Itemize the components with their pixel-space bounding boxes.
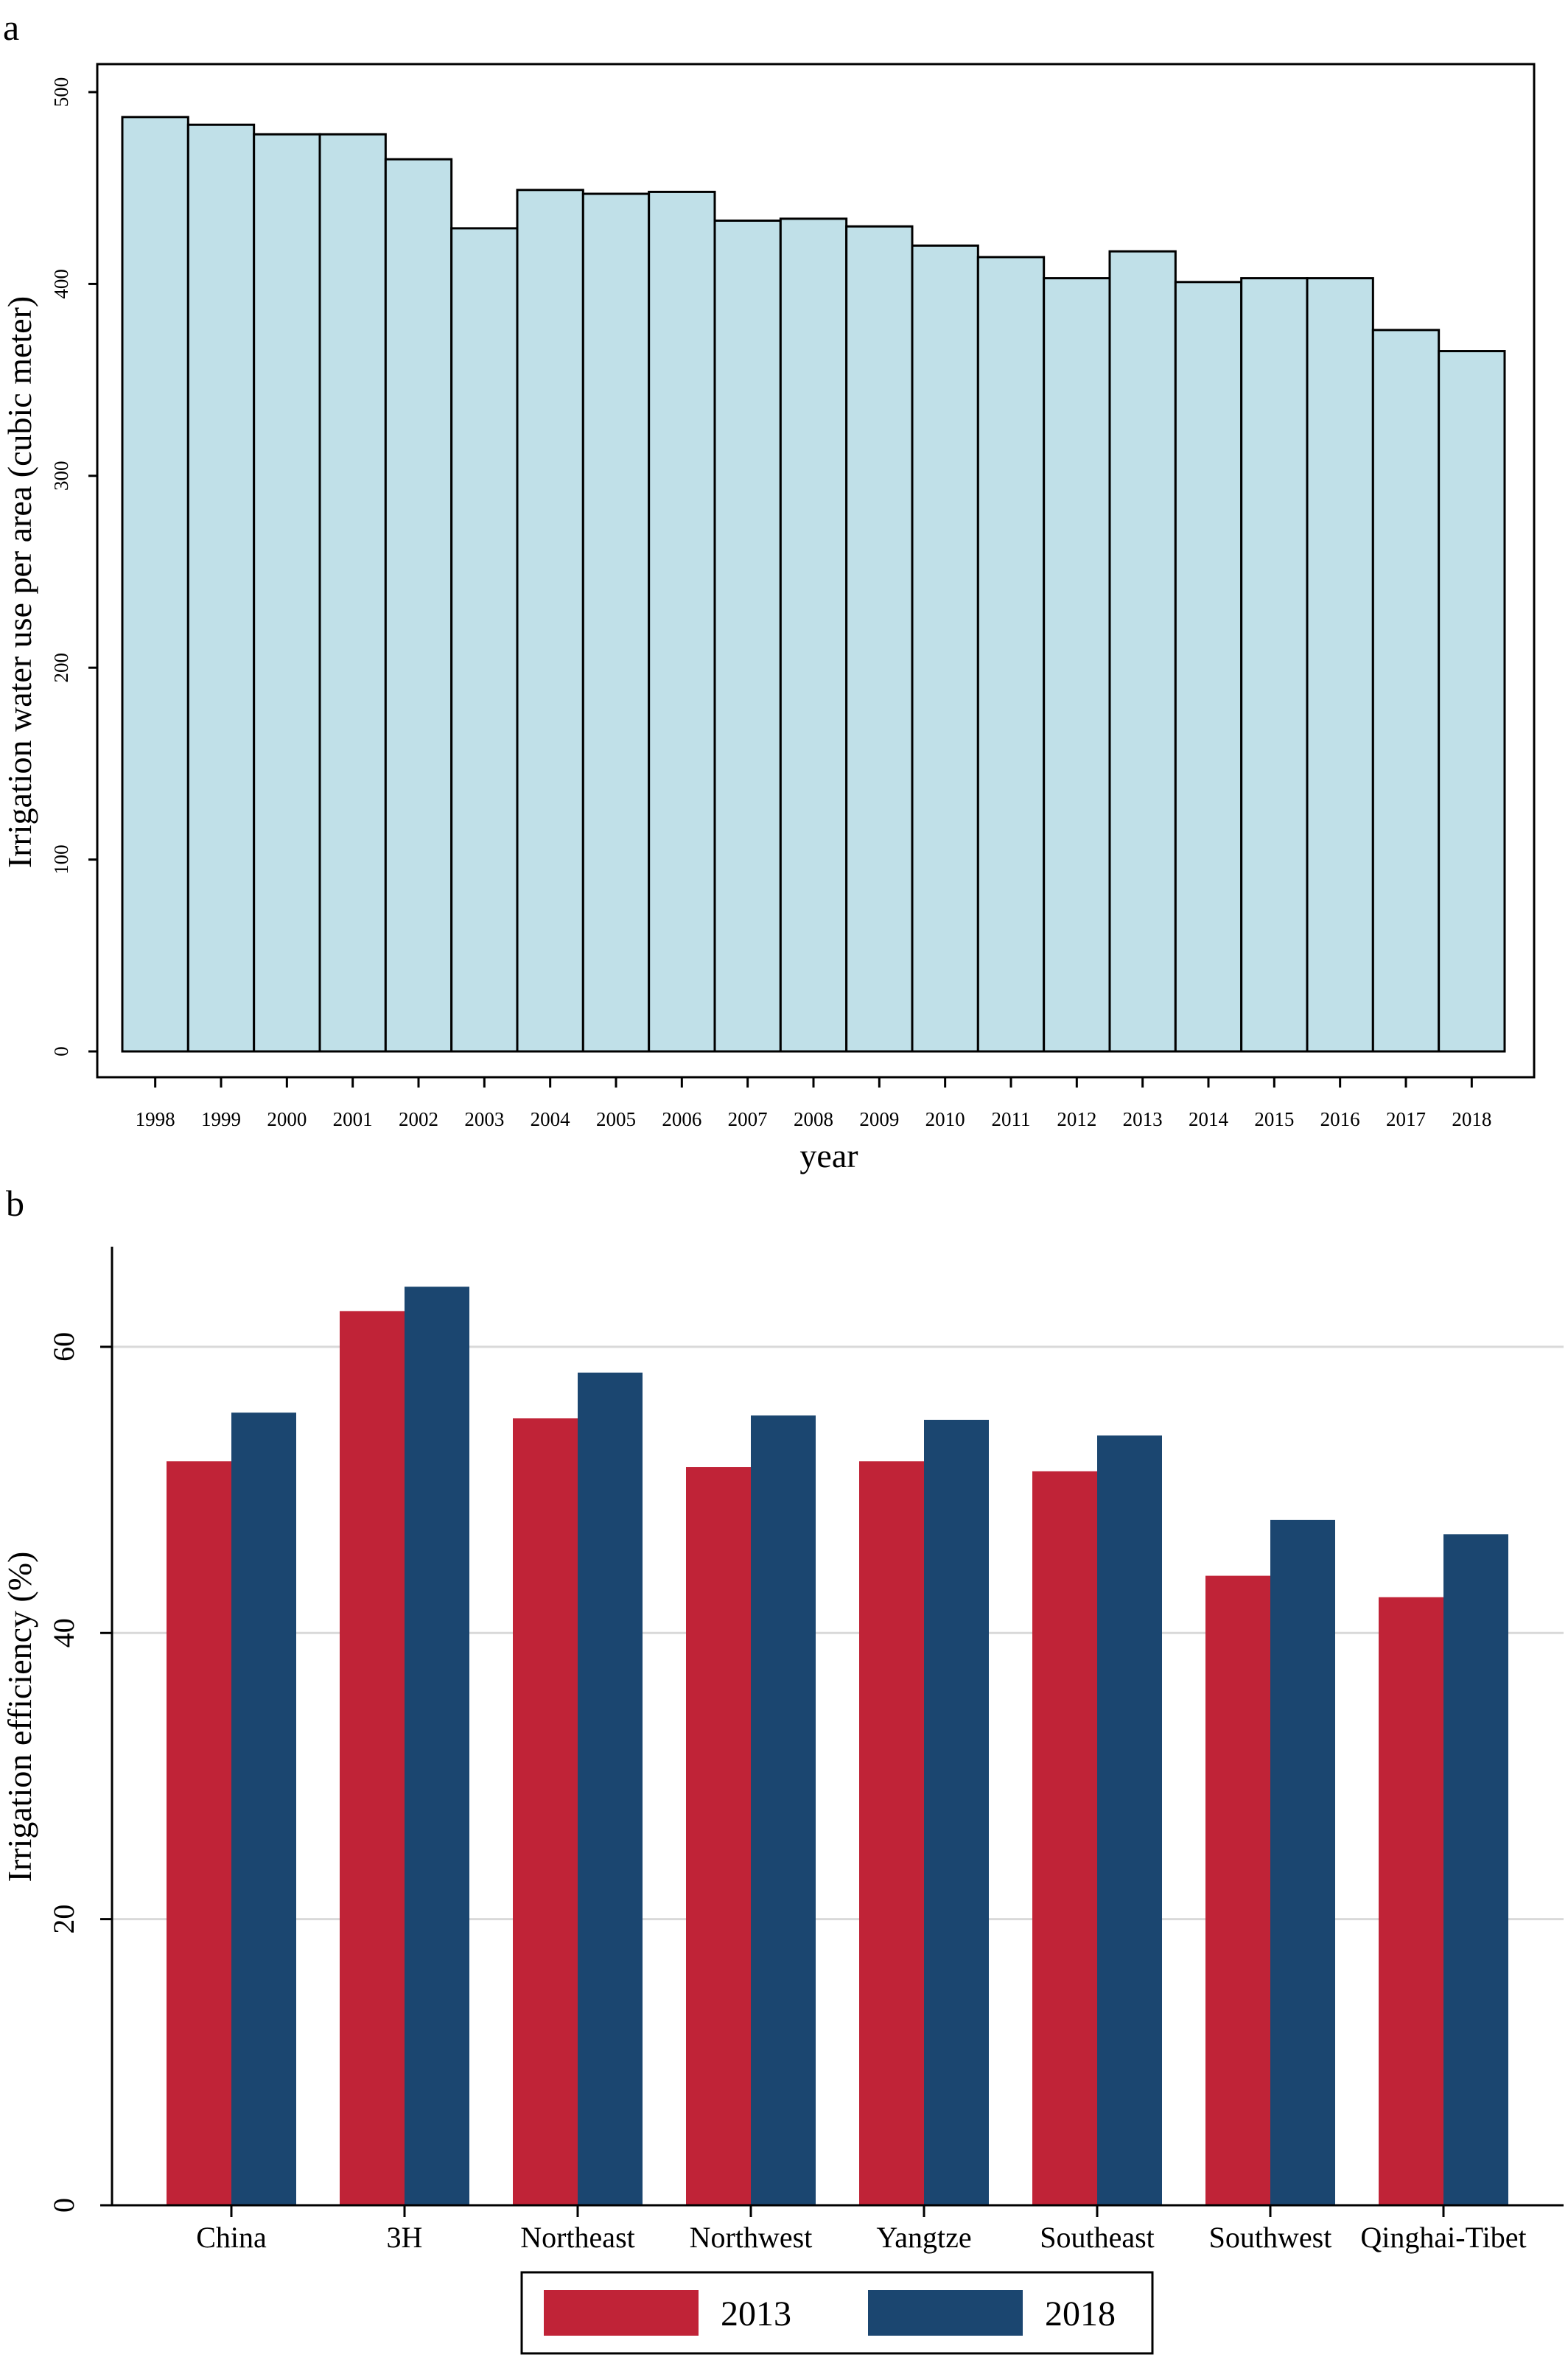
legend-swatch-2018: [868, 2290, 1023, 2336]
x-tick-label-a-2003: 2003: [464, 1108, 504, 1130]
bar-b-2018-Southeast: [1097, 1435, 1162, 2205]
bar-b-2018-Southwest: [1270, 1519, 1335, 2205]
x-tick-label-a-2008: 2008: [794, 1108, 833, 1130]
x-tick-label-a-1999: 1999: [201, 1108, 241, 1130]
bar-a-2000: [253, 133, 321, 1053]
legend-swatch-2013: [544, 2290, 699, 2336]
x-tick-label-a-2001: 2001: [333, 1108, 373, 1130]
bar-a-2009: [845, 225, 914, 1053]
bar-a-1998: [121, 116, 189, 1053]
bar-a-2005: [581, 192, 651, 1053]
x-tick-label-a-2011: 2011: [992, 1108, 1031, 1130]
x-axis-a: 1998 1999 2000 2001 2002 2003 2004 2005 2006 2007…: [136, 1077, 1491, 1130]
x-tick-label-a-2012: 2012: [1057, 1108, 1096, 1130]
bar-a-2001: [318, 133, 387, 1053]
legend-label-2018: 2018: [1045, 2294, 1116, 2333]
bar-a-2013: [1108, 250, 1177, 1053]
bar-b-2013-3H: [340, 1311, 405, 2205]
x-tick-label-b-China: China: [196, 2221, 267, 2254]
x-axis-b: China 3H Northeast Northwest Yangtze Southeas…: [196, 2205, 1527, 2254]
x-tick-label-b-Qinghai-Tibet: Qinghai-Tibet: [1360, 2221, 1526, 2254]
y-tick-label-b: 0: [47, 2198, 80, 2213]
x-tick-label-b-Southwest: Southwest: [1209, 2221, 1332, 2254]
x-tick-label-a-2014: 2014: [1189, 1108, 1229, 1130]
bar-b-2013-Southwest: [1205, 1575, 1270, 2205]
y-tick-label-a: 200: [50, 653, 72, 683]
chart-panel-b: 0 20 40 60 China 3H Northeast Northwest Yangtze…: [1, 1247, 1564, 2355]
x-tick-label-b-3H: 3H: [387, 2221, 423, 2254]
bar-b-2013-China: [167, 1461, 231, 2205]
x-axis-title-a: year: [799, 1137, 858, 1174]
x-tick-label-a-1998: 1998: [136, 1108, 175, 1130]
plot-frame-a: [96, 63, 1536, 1079]
bar-a-2007: [713, 219, 782, 1053]
bar-a-2004: [516, 189, 584, 1053]
x-tick-label-a-2017: 2017: [1386, 1108, 1426, 1130]
bar-b-2013-Southeast: [1032, 1471, 1097, 2205]
bar-b-2013-Northwest: [686, 1467, 751, 2205]
bar-b-2018-3H: [405, 1286, 469, 2205]
bar-a-2003: [450, 227, 519, 1053]
bar-a-2008: [779, 217, 848, 1053]
x-tick-label-a-2015: 2015: [1254, 1108, 1294, 1130]
legend-b: 2013 2018: [520, 2271, 1154, 2355]
x-tick-label-b-Northeast: Northeast: [520, 2221, 635, 2254]
bar-a-2011: [976, 256, 1046, 1053]
x-tick-label-a-2016: 2016: [1320, 1108, 1360, 1130]
gridlines-b: [112, 1345, 1564, 1921]
bars-a: [121, 116, 1506, 1053]
bar-a-1999: [186, 123, 256, 1053]
y-tick-label-a: 0: [50, 1046, 72, 1057]
x-tick-label-a-2005: 2005: [596, 1108, 636, 1130]
x-tick-label-a-2004: 2004: [531, 1108, 571, 1130]
x-tick-label-a-2006: 2006: [662, 1108, 701, 1130]
y-tick-label-b: 40: [47, 1618, 80, 1648]
y-axis-a: 0 100 200 300 400 500: [50, 77, 97, 1057]
x-tick-label-a-2013: 2013: [1123, 1108, 1163, 1130]
bar-b-2013-Northeast: [513, 1418, 578, 2205]
bar-b-2018-Northwest: [751, 1415, 816, 2205]
bar-b-2018-Yangtze: [924, 1419, 989, 2205]
y-tick-label-a: 500: [50, 77, 72, 108]
legend-label-2013: 2013: [721, 2294, 791, 2333]
bar-a-2014: [1174, 281, 1243, 1053]
y-tick-label-b: 60: [47, 1332, 80, 1362]
bar-b-2018-Northeast: [578, 1372, 643, 2205]
bars-b: [167, 1286, 1508, 2205]
panel-label-a: a: [3, 7, 19, 48]
x-tick-label-a-2010: 2010: [925, 1108, 965, 1130]
bar-a-2006: [648, 190, 716, 1053]
bar-a-2015: [1240, 277, 1309, 1053]
bar-b-2013-Yangtze: [859, 1461, 924, 2205]
y-axis-title-a: Irrigation water use per area (cubic met…: [1, 296, 38, 868]
y-axis-title-b: Irrigation efficiency (%): [1, 1552, 38, 1883]
x-tick-label-b-Yangtze: Yangtze: [876, 2221, 971, 2254]
bar-a-2012: [1043, 277, 1111, 1053]
y-tick-label-a: 100: [50, 844, 72, 875]
x-tick-label-a-2000: 2000: [267, 1108, 307, 1130]
chart-panel-a: 0 100 200 300 400 500 1998 1999 2000 2001 2002 200…: [1, 63, 1536, 1174]
bar-a-2017: [1371, 329, 1441, 1053]
x-tick-label-a-2009: 2009: [859, 1108, 899, 1130]
bar-a-2018: [1438, 350, 1506, 1053]
x-tick-label-a-2007: 2007: [728, 1108, 768, 1130]
y-tick-label-a: 300: [50, 461, 72, 491]
bar-a-2010: [911, 244, 979, 1053]
y-tick-label-a: 400: [50, 269, 72, 299]
x-tick-label-a-2018: 2018: [1452, 1108, 1491, 1130]
bar-b-2018-Qinghai-Tibet: [1443, 1534, 1508, 2205]
bar-a-2016: [1306, 277, 1374, 1053]
x-tick-label-b-Southeast: Southeast: [1040, 2221, 1155, 2254]
panel-label-b: b: [6, 1183, 24, 1224]
bar-a-2002: [384, 158, 453, 1053]
bar-b-2018-China: [231, 1412, 296, 2205]
y-tick-label-b: 20: [47, 1905, 80, 1934]
y-axis-b: 0 20 40 60: [47, 1332, 112, 2213]
x-tick-label-b-Northwest: Northwest: [690, 2221, 813, 2254]
bar-b-2013-Qinghai-Tibet: [1379, 1597, 1443, 2205]
x-tick-label-a-2002: 2002: [399, 1108, 438, 1130]
